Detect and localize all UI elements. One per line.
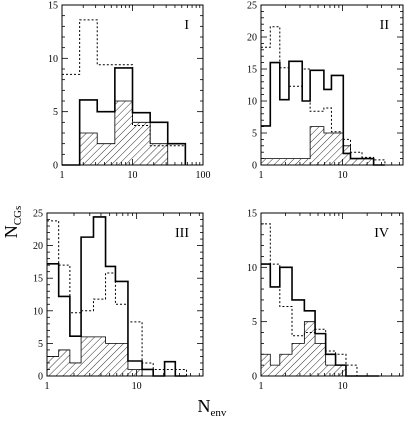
hatched-bar (105, 343, 116, 376)
dotted-histogram (62, 19, 186, 165)
hatched-bar (150, 143, 168, 165)
panel-III: 1 10 0 5 10 15 20 25 III (33, 209, 204, 392)
x-tick-label: 10 (132, 381, 142, 392)
hatched-bar (93, 336, 106, 376)
hatched-bar (127, 369, 143, 376)
x-tick-label: 1 (60, 170, 65, 181)
x-axis-title-sub: env (211, 407, 227, 419)
panel-label: I (184, 18, 189, 33)
hatched-bar (350, 158, 363, 165)
panel-label: IV (374, 226, 389, 241)
hatched-bar (315, 343, 326, 376)
hatched-bar (331, 133, 344, 165)
y-tick-label: 5 (252, 129, 257, 140)
x-axis-title-main: N (198, 396, 211, 416)
y-tick-label: 15 (247, 65, 257, 76)
solid-histogram (47, 216, 187, 377)
y-tick-label: 0 (252, 372, 257, 383)
hatched-bar (335, 365, 346, 376)
hatched-bar (81, 336, 94, 376)
panel-IV: 1 10 0 5 10 15 IV (247, 209, 404, 392)
hatched-bar (279, 354, 293, 376)
y-axis-title: NCGs (1, 206, 24, 239)
hatched-bar (261, 354, 271, 376)
hatched-bar (47, 356, 59, 376)
y-tick-label: 15 (48, 1, 58, 12)
hatched-bar (97, 143, 115, 165)
x-axis-title: Nenv (198, 396, 227, 419)
hatched-bar (270, 365, 280, 376)
y-tick-label: 20 (247, 33, 257, 44)
y-tick-label: 5 (53, 107, 58, 118)
hatched-bar (362, 158, 374, 165)
x-tick-label: 10 (338, 170, 348, 181)
panel-frame (260, 212, 404, 377)
x-tick-label: 1 (259, 170, 264, 181)
y-tick-label: 20 (33, 241, 43, 252)
solid-histogram (261, 263, 380, 377)
y-tick-label: 25 (33, 209, 43, 220)
panel-label: II (380, 18, 390, 33)
solid-histogram (261, 60, 385, 166)
hatched-bar (261, 158, 271, 165)
x-tick-label: 1 (259, 381, 264, 392)
y-tick-label: 15 (247, 209, 257, 220)
hatched-bar (132, 122, 151, 165)
hatched-bar (304, 321, 316, 376)
hatched-bar (58, 349, 70, 376)
hatched-bar (115, 343, 128, 376)
solid-histogram (62, 67, 187, 166)
x-tick-label: 10 (128, 170, 138, 181)
hatched-bar (79, 133, 98, 165)
hatched-bar (69, 362, 82, 376)
hatched-bar (114, 101, 133, 165)
y-tick-label: 10 (48, 54, 58, 65)
hatched-bar (279, 158, 289, 165)
y-tick-label: 10 (247, 263, 257, 274)
hatched-bar (302, 158, 311, 165)
y-tick-label: 15 (33, 274, 43, 285)
panel-frame (46, 212, 204, 377)
y-tick-label: 5 (38, 339, 43, 350)
y-tick-label: 0 (53, 161, 58, 172)
hatched-bar (343, 145, 351, 165)
y-axis-title-main: N (1, 225, 21, 238)
y-tick-label: 25 (247, 1, 257, 12)
hatched-bar (270, 158, 280, 165)
y-tick-label: 0 (252, 161, 257, 172)
hatched-bar (288, 158, 303, 165)
y-tick-label: 5 (252, 317, 257, 328)
y-tick-label: 10 (33, 306, 43, 317)
panel-II: 1 10 0 5 10 15 20 25 II (247, 1, 404, 181)
panel-I: 1 10 100 0 5 10 15 I (48, 1, 211, 182)
y-tick-label: 0 (38, 372, 43, 383)
hatched-bar (310, 126, 324, 165)
hatched-outline (62, 100, 186, 166)
panel-frame (260, 4, 404, 166)
y-tick-label: 10 (247, 97, 257, 108)
hatched-bar (325, 365, 336, 376)
x-tick-label: 1 (45, 381, 50, 392)
x-tick-label: 100 (196, 170, 211, 181)
panel-label: III (175, 226, 189, 241)
y-axis-title-sub: CGs (12, 206, 24, 226)
hatched-bar (292, 343, 305, 376)
hatched-bar (323, 133, 332, 165)
x-tick-label: 10 (338, 381, 348, 392)
